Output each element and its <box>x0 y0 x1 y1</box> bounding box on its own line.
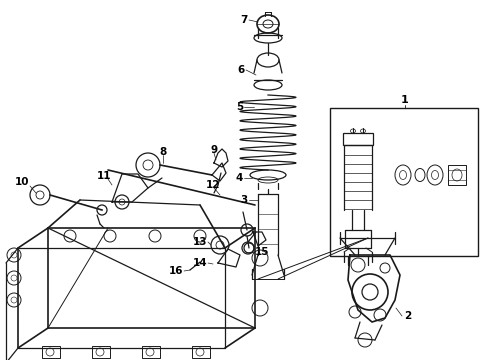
Bar <box>42 346 60 358</box>
Text: 13: 13 <box>193 237 207 247</box>
Text: 16: 16 <box>169 266 183 276</box>
Bar <box>343 133 373 145</box>
Text: 14: 14 <box>193 258 207 268</box>
Text: 2: 2 <box>404 311 411 321</box>
Text: 7: 7 <box>241 15 248 25</box>
Text: 9: 9 <box>210 145 218 155</box>
Text: 1: 1 <box>401 95 409 105</box>
Bar <box>192 346 210 358</box>
Text: 5: 5 <box>236 102 243 112</box>
Text: 10: 10 <box>15 177 29 187</box>
Text: 12: 12 <box>206 180 220 190</box>
Text: 8: 8 <box>159 147 167 157</box>
Text: 6: 6 <box>238 65 245 75</box>
Text: 11: 11 <box>97 171 111 181</box>
Bar <box>142 346 160 358</box>
Bar <box>92 346 110 358</box>
Text: 4: 4 <box>236 173 243 183</box>
Text: 15: 15 <box>255 247 270 257</box>
Text: 3: 3 <box>241 195 248 205</box>
Bar <box>330 108 478 256</box>
Bar <box>448 165 466 185</box>
